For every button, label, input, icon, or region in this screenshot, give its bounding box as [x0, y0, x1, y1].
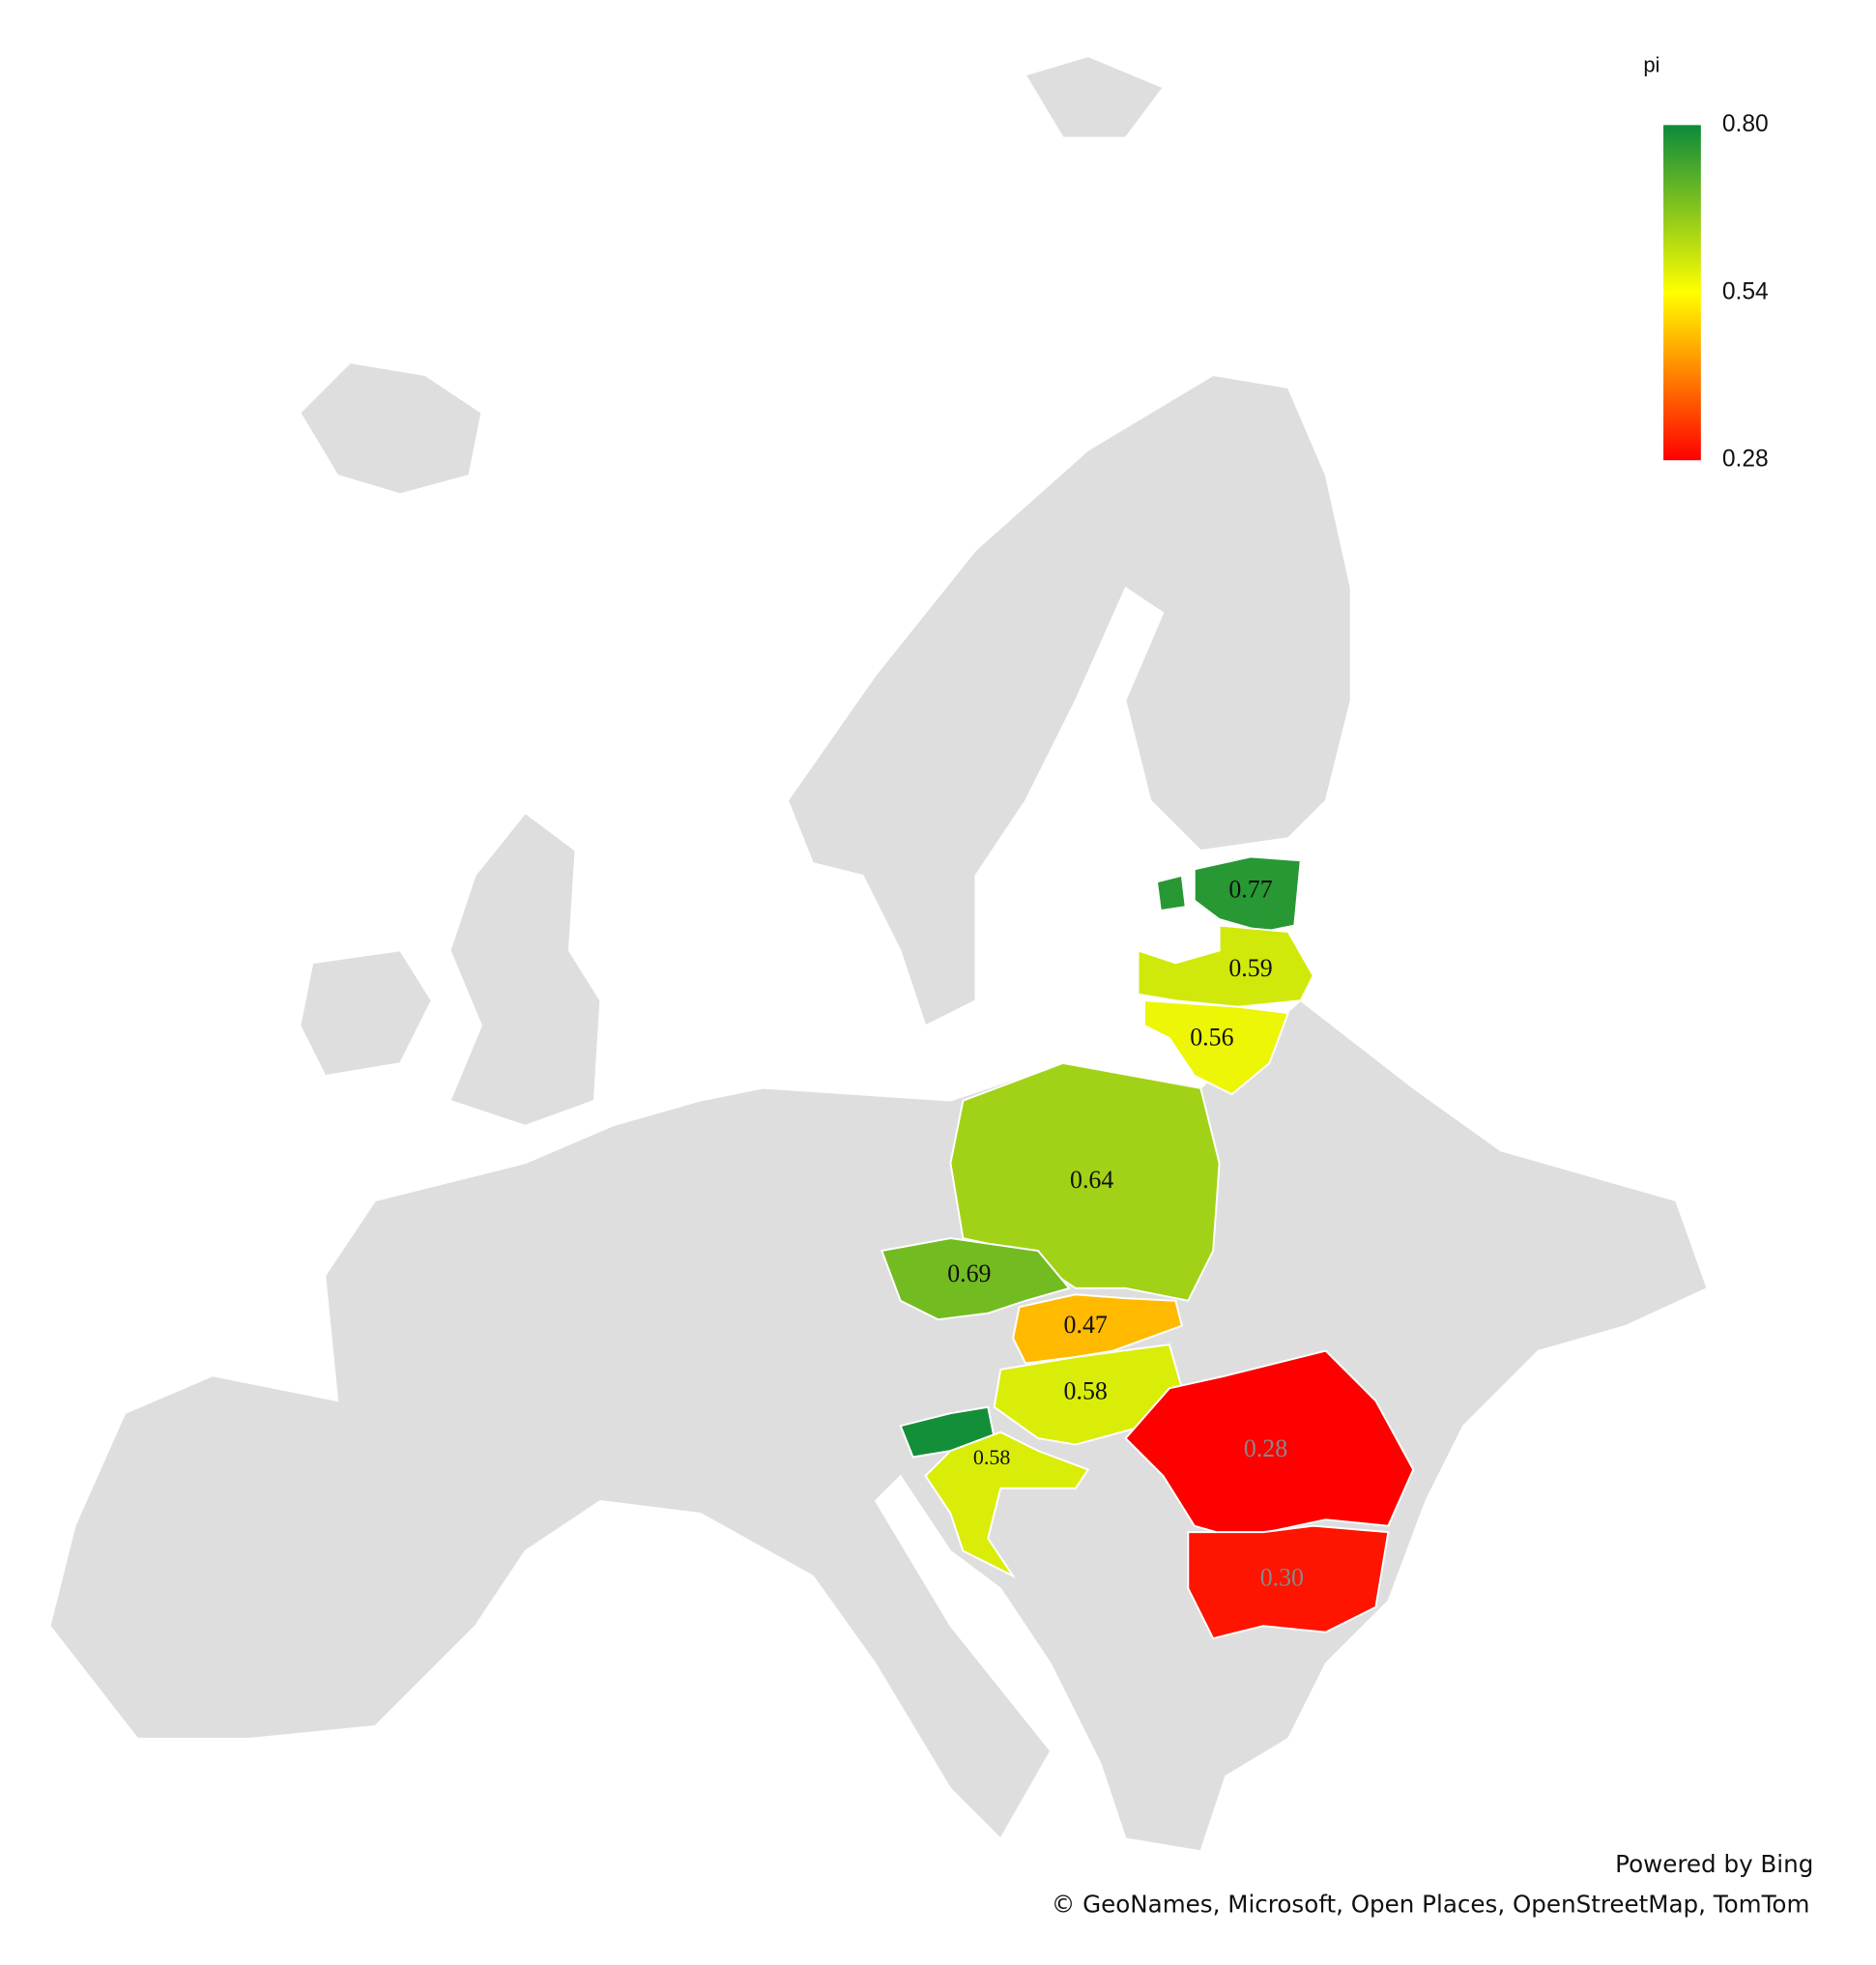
legend-tick-label: 0.54 [1722, 278, 1769, 304]
data-label: 0.58 [973, 1445, 1010, 1469]
legend-title: pi [1643, 52, 1660, 76]
region [1124, 1349, 1415, 1540]
land [448, 812, 601, 1127]
data-label: 0.77 [1228, 876, 1272, 904]
basemap [48, 55, 1709, 1852]
land [299, 361, 483, 495]
data-label: 0.56 [1190, 1023, 1233, 1051]
map-layer: 0.77 0.59 0.56 0.64 0.69 0.47 0.58 0.58 … [48, 52, 1813, 1919]
data-labels: 0.77 0.59 0.56 0.64 0.69 0.47 0.58 0.58 … [947, 876, 1304, 1592]
data-label: 0.69 [947, 1259, 991, 1287]
region [1155, 855, 1302, 934]
land [48, 999, 1709, 1852]
data-label: 0.28 [1244, 1434, 1287, 1462]
attribution: Powered by Bing [1615, 1850, 1813, 1878]
data-label: 0.47 [1064, 1311, 1108, 1339]
data-label: 0.30 [1260, 1563, 1304, 1591]
attribution: © GeoNames, Microsoft, Open Places, Open… [1052, 1891, 1810, 1919]
land [299, 949, 433, 1077]
land [787, 374, 1352, 1027]
data-label: 0.59 [1228, 954, 1272, 982]
data-label: 0.64 [1070, 1166, 1113, 1194]
legend-tick-label: 0.28 [1722, 447, 1769, 473]
region [1143, 999, 1290, 1096]
color-bar [1663, 125, 1701, 461]
region [949, 1061, 1221, 1302]
land [1024, 55, 1165, 139]
region [1137, 924, 1314, 1008]
region [1012, 1293, 1183, 1365]
region [880, 1237, 1072, 1321]
data-label: 0.58 [1064, 1376, 1108, 1404]
region [924, 1430, 1090, 1578]
region [1187, 1524, 1390, 1640]
legend-tick-label: 0.80 [1722, 111, 1769, 137]
legend: pi 0.80 0.54 0.28 [1643, 52, 1768, 472]
